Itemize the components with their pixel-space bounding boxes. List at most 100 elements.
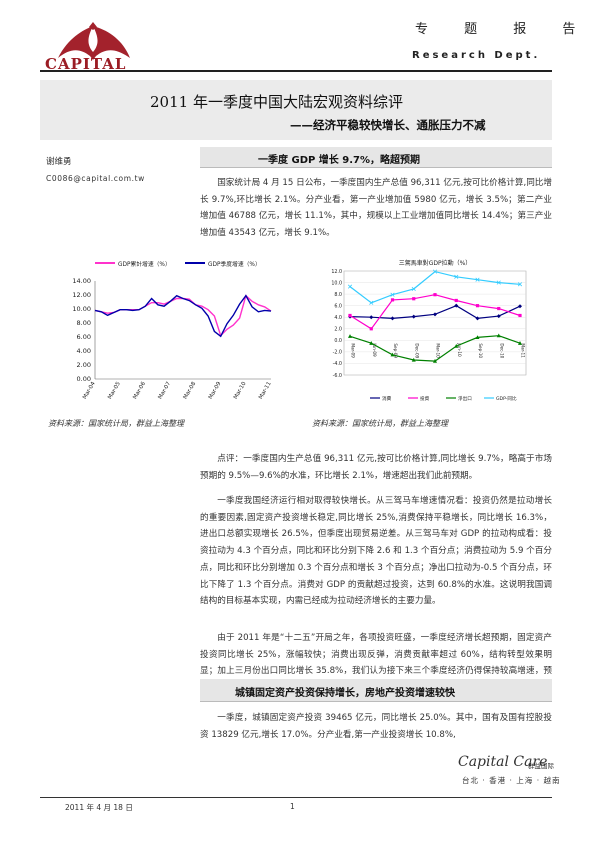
source-note-right: 资料来源：国家统计局，群益上海整理 xyxy=(312,419,448,428)
data-point xyxy=(475,277,480,282)
data-point xyxy=(412,297,416,301)
data-point xyxy=(390,292,395,297)
x-tick-label: Dec-10 xyxy=(499,343,504,358)
x-tick-label: Mar-09 xyxy=(351,343,356,358)
x-tick-label: Mar-06 xyxy=(132,381,147,401)
paragraph: 一季度我国经济运行相对取得较快增长。从三驾马车增速情况看：投资仍然是拉动增长的重… xyxy=(200,496,552,607)
footer-divider xyxy=(40,797,552,798)
y-tick-label: 2.00 xyxy=(77,361,91,369)
paragraph: 一季度，城镇固定资产投资 39465 亿元，同比增长 25.0%。其中，国有及国… xyxy=(200,713,552,740)
data-point xyxy=(518,313,522,318)
y-tick-label: 10.00 xyxy=(72,305,91,313)
x-tick-label: Jun-10 xyxy=(457,342,462,357)
x-tick-label: Sep-09 xyxy=(393,343,398,358)
gdp-growth-chart: GDP累計增速（%） GDP季度增速（%） 14.00 12.00 10.00 8.00 6… xyxy=(72,260,273,401)
x-tick-label: Mar-09 xyxy=(208,381,223,401)
data-point xyxy=(411,286,416,291)
section-heading-box xyxy=(200,679,552,702)
report-title: 2011 年一季度中国大陆宏观资料综评 xyxy=(150,93,403,111)
research-dept-label: Research Dept. xyxy=(412,50,541,61)
author-name: 谢维勇 xyxy=(46,157,72,167)
x-tick-label: Dec-09 xyxy=(414,343,419,358)
legend-label: 消費 xyxy=(382,395,392,402)
logo-wordmark: CAPITAL xyxy=(45,55,127,73)
data-point xyxy=(518,341,522,345)
y-tick-label: 12.0 xyxy=(331,269,342,275)
data-point xyxy=(454,303,459,308)
data-point xyxy=(475,304,480,308)
data-point xyxy=(517,282,523,287)
data-point xyxy=(369,327,373,331)
x-tick-label: Mar-08 xyxy=(183,381,198,401)
capital-bird-logo-icon xyxy=(58,22,130,60)
x-tick-label: Mar-11 xyxy=(521,343,526,358)
capital-care-logo: Capital Care xyxy=(458,754,548,770)
section-heading: 城镇固定资产投资保持增长，房地产投资增速较快 xyxy=(235,688,455,699)
data-point xyxy=(369,300,374,305)
series-line-2 xyxy=(94,294,272,338)
y-tick-label: 0.0 xyxy=(334,338,342,344)
legend-label: 投資 xyxy=(420,395,430,402)
data-point xyxy=(454,298,458,303)
header-divider xyxy=(40,70,552,72)
data-point xyxy=(433,312,437,317)
data-point xyxy=(390,298,395,302)
capital-care-tagline: 群益国际 xyxy=(528,762,554,770)
y-tick-label: -4.0 xyxy=(333,361,342,367)
data-point xyxy=(496,280,501,285)
data-point xyxy=(390,316,395,321)
footer-cities: 台北 · 香港 · 上海 · 越南 xyxy=(462,776,561,785)
data-point xyxy=(518,304,522,309)
report-type-title: 专 题 报 告 xyxy=(415,22,592,37)
data-point xyxy=(390,352,395,357)
x-tick-label: Sep-10 xyxy=(478,343,483,358)
author-email[interactable]: C0086@capital.com.tw xyxy=(46,174,145,183)
data-point xyxy=(411,357,416,362)
data-point xyxy=(432,269,438,274)
legend-label: GDP-同比 xyxy=(496,395,517,402)
series-line-1 xyxy=(94,294,272,337)
data-point xyxy=(369,315,374,320)
gdp-contribution-chart: 三駕馬車對GDP拉動（%） 12.0 10.0 8.0 6.0 4.0 2.0 0.0 -2.0… xyxy=(331,259,527,402)
legend-label: GDP累計增速（%） xyxy=(118,260,171,268)
data-point xyxy=(433,293,437,297)
y-tick-label: 8.00 xyxy=(77,319,91,327)
footer-date: 2011 年 4 月 18 日 xyxy=(65,803,133,812)
y-tick-label: 4.0 xyxy=(334,315,342,321)
x-tick-label: Mar-07 xyxy=(157,381,172,401)
title-box xyxy=(40,80,552,140)
y-tick-label: 0.00 xyxy=(77,375,91,383)
y-tick-label: 8.0 xyxy=(334,292,342,298)
data-point xyxy=(454,274,459,279)
x-tick-label: Jun-09 xyxy=(372,342,377,357)
data-point xyxy=(496,333,501,338)
data-point xyxy=(454,343,459,348)
legend-label: GDP季度增速（%） xyxy=(208,260,261,268)
report-subtitle: ——经济平稳较快增长、通胀压力不减 xyxy=(290,118,486,132)
y-tick-label: 4.00 xyxy=(77,347,91,355)
data-point xyxy=(475,335,480,340)
paragraph: 国家统计局 4 月 15 日公布，一季度国内生产总值 96,311 亿元,按可比… xyxy=(200,178,552,239)
y-tick-label: -2.0 xyxy=(333,350,342,356)
source-note-left: 资料来源：国家统计局，群益上海整理 xyxy=(48,419,184,428)
data-point xyxy=(475,316,480,321)
section-heading: 一季度 GDP 增长 9.7%，略超预期 xyxy=(258,155,421,166)
chart-title: 三駕馬車對GDP拉動（%） xyxy=(399,259,472,267)
legend-label: 淨出口 xyxy=(458,395,472,402)
data-point xyxy=(433,358,437,363)
data-point xyxy=(348,334,352,338)
x-tick-label: Mar-11 xyxy=(258,381,273,400)
x-tick-label: Mar-10 xyxy=(436,343,441,358)
paragraph: 点评：一季度国内生产总值 96,311 亿元,按可比价格计算,同比增长 9.7%… xyxy=(200,454,552,481)
x-tick-label: Mar-10 xyxy=(233,381,248,401)
y-tick-label: 12.00 xyxy=(72,291,91,299)
series-line-4 xyxy=(349,270,521,304)
data-point xyxy=(369,341,374,345)
data-point xyxy=(348,313,352,318)
data-point xyxy=(496,314,501,319)
data-point xyxy=(411,314,416,319)
y-tick-label: 6.00 xyxy=(77,333,91,341)
data-point xyxy=(347,284,353,289)
y-tick-label: 2.0 xyxy=(334,327,342,333)
series-line-2 xyxy=(349,294,521,330)
